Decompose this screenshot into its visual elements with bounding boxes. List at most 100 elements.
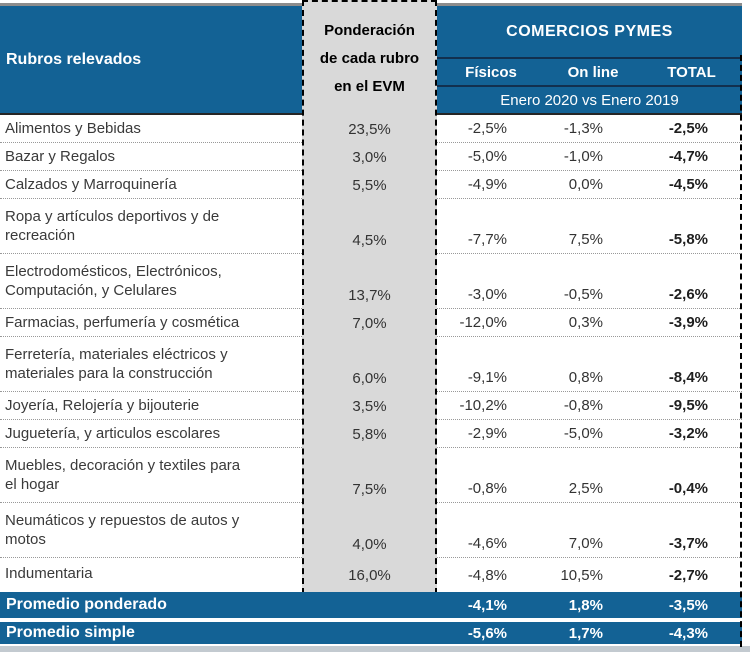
row-values: -5,0% -1,0% -4,7% [437, 143, 742, 171]
total-value: -2,7% [668, 567, 708, 584]
header-total: TOTAL [667, 63, 716, 81]
total-value: -0,4% [668, 480, 708, 497]
ponderacion-value: 23,5% [348, 121, 391, 138]
online-value: 0,3% [568, 314, 603, 331]
footer-row: Promedio ponderado -4,1% 1,8% -3,5% [0, 592, 742, 618]
row-label: Joyería, Relojería y bijouterie [0, 392, 302, 420]
table-right-dashed-border [740, 55, 742, 647]
table-row: Calzados y Marroquinería 5,5% -4,9% 0,0%… [0, 171, 750, 199]
fisicos-value: -5,0% [467, 148, 507, 165]
table-header: Rubros relevados Ponderación de cada rub… [0, 0, 750, 115]
row-values: -0,8% 2,5% -0,4% [437, 448, 742, 503]
fisicos-value: -9,1% [467, 369, 507, 386]
fisicos-value: -10,2% [459, 397, 507, 414]
online-value: -0,5% [563, 286, 603, 303]
footer-total-value: -3,5% [668, 596, 708, 614]
total-value: -3,2% [668, 425, 708, 442]
row-label: Muebles, decoración y textiles para el h… [0, 448, 302, 503]
header-online: On line [567, 63, 619, 81]
table-row: Electrodomésticos, Electrónicos, Computa… [0, 254, 750, 309]
footer-fisicos-value: -5,6% [467, 624, 507, 642]
table-row: Ferretería, materiales eléctricos y mate… [0, 337, 750, 392]
ponderacion-value: 16,0% [348, 567, 391, 584]
online-value: 2,5% [568, 480, 603, 497]
row-label: Electrodomésticos, Electrónicos, Computa… [0, 254, 302, 309]
total-value: -2,5% [668, 120, 708, 137]
table-row: Indumentaria 16,0% -4,8% 10,5% -2,7% [0, 558, 750, 589]
online-value: 7,5% [568, 231, 603, 248]
online-value: 7,0% [568, 535, 603, 552]
footer-total-value: -4,3% [668, 624, 708, 642]
online-value: -0,8% [563, 397, 603, 414]
fisicos-value: -2,9% [467, 425, 507, 442]
footer-label: Promedio simple [6, 624, 135, 641]
total-value: -4,7% [668, 148, 708, 165]
header-group-title: COMERCIOS PYMES [437, 6, 742, 57]
fisicos-value: -4,6% [467, 535, 507, 552]
row-label: Ropa y artículos deportivos y de recreac… [0, 199, 302, 254]
total-value: -4,5% [668, 176, 708, 193]
row-label: Farmacias, perfumería y cosmética [0, 309, 302, 337]
table-row: Juguetería, y articulos escolares 5,8% -… [0, 420, 750, 448]
row-label: Neumáticos y repuestos de autos y motos [0, 503, 302, 558]
ponderacion-value: 3,0% [352, 149, 387, 166]
row-label: Ferretería, materiales eléctricos y mate… [0, 337, 302, 392]
footer-fisicos-value: -4,1% [467, 596, 507, 614]
table-footer: Promedio ponderado -4,1% 1,8% -3,5% Prom… [0, 592, 750, 644]
table-row: Farmacias, perfumería y cosmética 7,0% -… [0, 309, 750, 337]
online-value: -5,0% [563, 425, 603, 442]
ponderacion-value: 4,0% [352, 536, 387, 553]
total-value: -3,9% [668, 314, 708, 331]
table-row: Ropa y artículos deportivos y de recreac… [0, 199, 750, 254]
row-label: Indumentaria [5, 564, 93, 582]
row-label: Juguetería, y articulos escolares [0, 420, 302, 448]
total-value: -5,8% [668, 231, 708, 248]
fisicos-value: -12,0% [459, 314, 507, 331]
header-fisicos: Físicos [465, 63, 517, 81]
online-value: 0,8% [568, 369, 603, 386]
table-row: Neumáticos y repuestos de autos y motos … [0, 503, 750, 558]
fisicos-value: -0,8% [467, 480, 507, 497]
fisicos-value: -3,0% [467, 286, 507, 303]
bottom-strip [0, 646, 750, 652]
row-label: Alimentos y Bebidas [0, 115, 302, 143]
header-divider [437, 85, 742, 87]
header-divider [437, 57, 742, 59]
total-value: -2,6% [668, 286, 708, 303]
header-period: Enero 2020 vs Enero 2019 [437, 87, 742, 113]
total-value: -3,7% [668, 535, 708, 552]
header-comercios-group: COMERCIOS PYMES Físicos On line TOTAL En… [437, 3, 742, 115]
online-value: 0,0% [568, 176, 603, 193]
ponderacion-value: 6,0% [352, 370, 387, 387]
row-values: -9,1% 0,8% -8,4% [437, 337, 742, 392]
header-ponderacion: Ponderación de cada rubro en el EVM [319, 22, 420, 95]
online-value: 10,5% [560, 567, 603, 584]
online-value: -1,3% [563, 120, 603, 137]
table-row: Bazar y Regalos 3,0% -5,0% -1,0% -4,7% [0, 143, 750, 171]
row-label: Calzados y Marroquinería [0, 171, 302, 199]
footer-online-value: 1,7% [568, 624, 603, 642]
fisicos-value: -4,8% [467, 567, 507, 584]
row-values: -12,0% 0,3% -3,9% [437, 309, 742, 337]
footer-row: Promedio simple -5,6% 1,7% -4,3% [0, 622, 742, 644]
row-values: -4,6% 7,0% -3,7% [437, 503, 742, 558]
row-label: Bazar y Regalos [0, 143, 302, 171]
row-values: -2,5% -1,3% -2,5% [437, 115, 742, 143]
table-row: Muebles, decoración y textiles para el h… [0, 448, 750, 503]
fisicos-value: -4,9% [467, 176, 507, 193]
header-subcolumns: Físicos On line TOTAL [437, 59, 742, 85]
footer-online-value: 1,8% [568, 596, 603, 614]
ponderacion-value: 4,5% [352, 232, 387, 249]
fisicos-value: -2,5% [467, 120, 507, 137]
ponderacion-value: 5,8% [352, 426, 387, 443]
footer-label: Promedio ponderado [6, 596, 167, 613]
row-values: -4,9% 0,0% -4,5% [437, 171, 742, 199]
header-rubros: Rubros relevados [0, 3, 302, 115]
row-values: -10,2% -0,8% -9,5% [437, 392, 742, 420]
ponderacion-value: 3,5% [352, 398, 387, 415]
ponderacion-value: 13,7% [348, 287, 391, 304]
online-value: -1,0% [563, 148, 603, 165]
ponderacion-value: 5,5% [352, 177, 387, 194]
table-row: Joyería, Relojería y bijouterie 3,5% -10… [0, 392, 750, 420]
